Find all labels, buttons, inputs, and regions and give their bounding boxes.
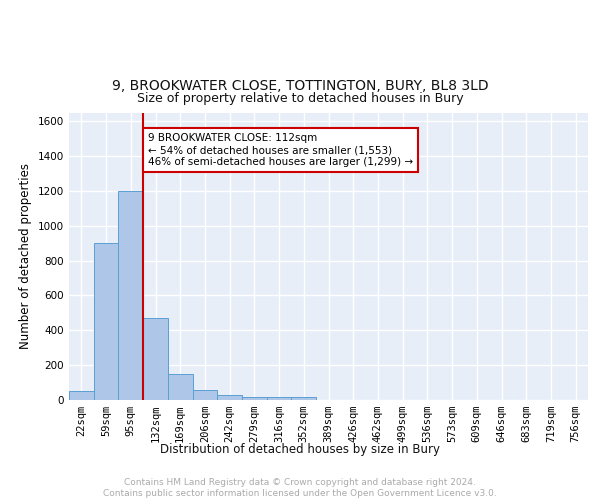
Bar — [168, 374, 193, 400]
Bar — [118, 191, 143, 400]
Bar — [217, 395, 242, 400]
Text: Size of property relative to detached houses in Bury: Size of property relative to detached ho… — [137, 92, 463, 105]
Bar — [143, 318, 168, 400]
Text: 9 BROOKWATER CLOSE: 112sqm
← 54% of detached houses are smaller (1,553)
46% of s: 9 BROOKWATER CLOSE: 112sqm ← 54% of deta… — [148, 134, 413, 166]
Text: 9, BROOKWATER CLOSE, TOTTINGTON, BURY, BL8 3LD: 9, BROOKWATER CLOSE, TOTTINGTON, BURY, B… — [112, 78, 488, 92]
Y-axis label: Number of detached properties: Number of detached properties — [19, 163, 32, 350]
Bar — [267, 398, 292, 400]
Text: Contains HM Land Registry data © Crown copyright and database right 2024.
Contai: Contains HM Land Registry data © Crown c… — [103, 478, 497, 498]
Bar — [242, 396, 267, 400]
Text: Distribution of detached houses by size in Bury: Distribution of detached houses by size … — [160, 442, 440, 456]
Bar — [193, 390, 217, 400]
Bar — [292, 396, 316, 400]
Bar — [69, 392, 94, 400]
Bar — [94, 243, 118, 400]
